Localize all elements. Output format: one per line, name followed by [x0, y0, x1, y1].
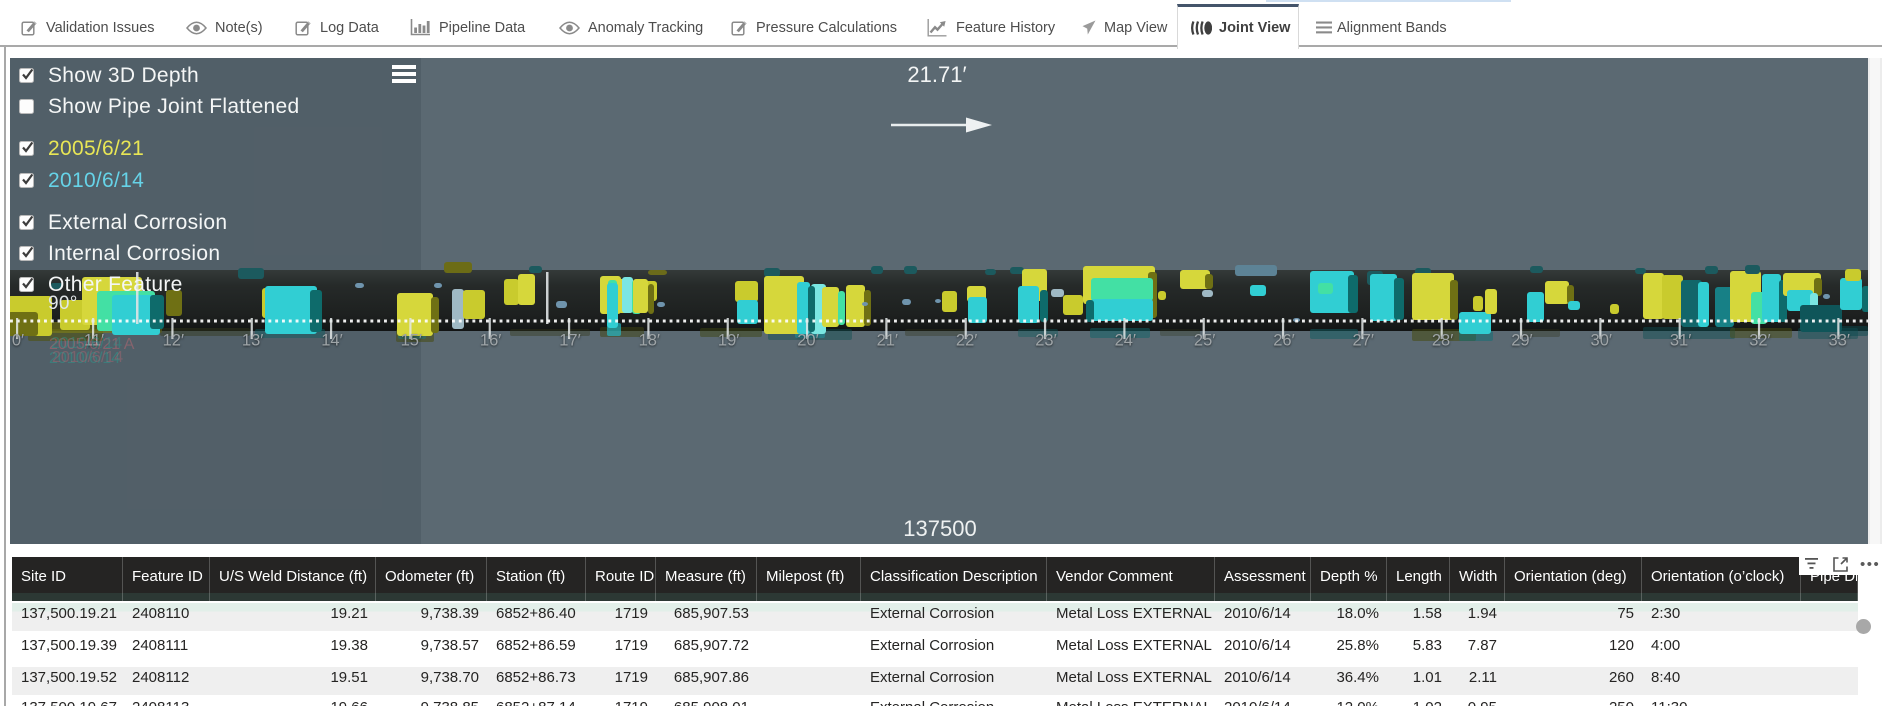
svg-text:31′: 31′	[1670, 332, 1691, 350]
svg-text:16′: 16′	[480, 332, 501, 350]
svg-text:20′: 20′	[797, 332, 818, 350]
svg-text:14′: 14′	[321, 332, 342, 350]
svg-text:22′: 22′	[956, 332, 977, 350]
svg-text:23′: 23′	[1035, 332, 1056, 350]
svg-text:12′: 12′	[163, 332, 184, 350]
svg-text:21′: 21′	[877, 332, 898, 350]
svg-text:2010/6/14: 2010/6/14	[51, 335, 122, 352]
svg-text:33′: 33′	[1829, 332, 1850, 350]
svg-text:29′: 29′	[1511, 332, 1532, 350]
svg-text:18′: 18′	[639, 332, 660, 350]
svg-text:27′: 27′	[1353, 332, 1374, 350]
svg-text:17′: 17′	[559, 332, 580, 350]
svg-text:11′: 11′	[84, 332, 104, 350]
svg-text:19′: 19′	[718, 332, 739, 350]
svg-text:137500: 137500	[903, 516, 976, 541]
svg-text:2010/6/14: 2010/6/14	[49, 350, 120, 367]
svg-text:2005/6/21 A: 2005/6/21 A	[49, 336, 135, 353]
svg-text:24′: 24′	[1115, 332, 1136, 350]
svg-text:0′: 0′	[12, 332, 24, 350]
svg-text:2010/6/14: 2010/6/14	[52, 349, 123, 366]
svg-text:13′: 13′	[242, 332, 263, 350]
svg-text:28′: 28′	[1432, 332, 1453, 350]
svg-text:30′: 30′	[1591, 332, 1612, 350]
svg-text:26′: 26′	[1273, 332, 1294, 350]
svg-text:32′: 32′	[1749, 332, 1770, 350]
svg-text:15′: 15′	[401, 332, 422, 350]
svg-text:25′: 25′	[1194, 332, 1215, 350]
svg-text:21.71′: 21.71′	[907, 62, 966, 87]
